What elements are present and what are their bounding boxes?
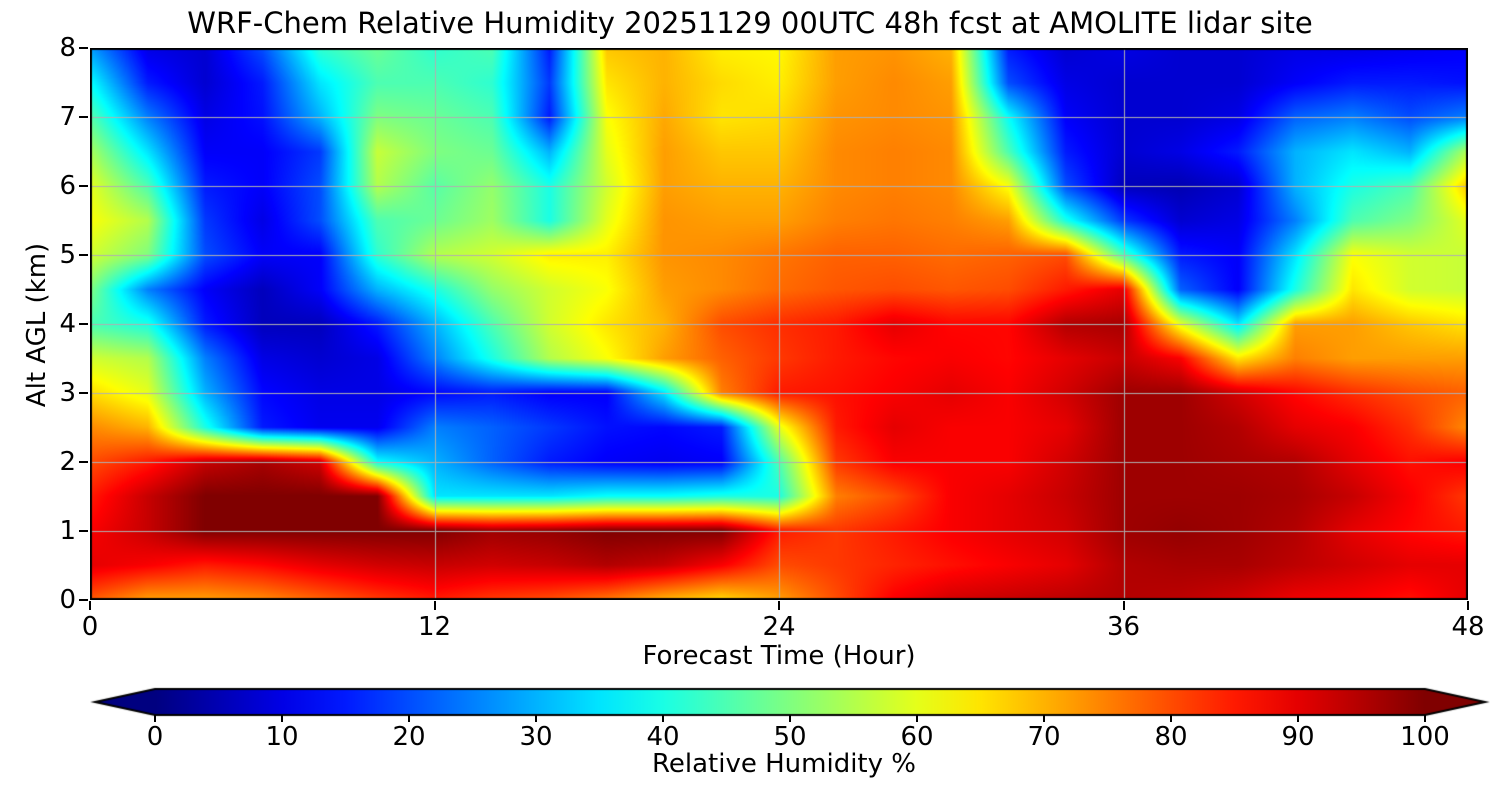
colorbar-tick-label: 70 xyxy=(1027,722,1061,752)
x-tick-mark xyxy=(433,601,436,610)
x-tick-label: 0 xyxy=(81,612,99,642)
x-tick-label: 12 xyxy=(417,612,452,642)
colorbar-tick-label: 40 xyxy=(646,722,680,752)
colorbar-tick-label: 10 xyxy=(265,722,299,752)
colorbar-tick-mark xyxy=(154,715,156,722)
colorbar-tick-label: 0 xyxy=(146,722,164,752)
y-tick-label: 2 xyxy=(59,447,76,477)
colorbar-tick-mark xyxy=(1297,715,1299,722)
y-tick-label: 5 xyxy=(59,240,76,270)
y-tick-mark xyxy=(79,254,88,256)
x-tick-label: 24 xyxy=(762,612,796,642)
colorbar-tick-label: 50 xyxy=(773,722,807,752)
colorbar-tick-mark xyxy=(1170,715,1172,722)
colorbar-tick-mark xyxy=(408,715,410,722)
colorbar-tick-mark xyxy=(1043,715,1045,722)
colorbar-tick-label: 30 xyxy=(519,722,553,752)
colorbar-tick-mark xyxy=(535,715,537,722)
colorbar-tick-mark xyxy=(1424,715,1426,722)
y-tick-label: 1 xyxy=(59,516,76,546)
y-tick-label: 0 xyxy=(59,585,76,615)
colorbar-tick-mark xyxy=(916,715,918,722)
y-tick-mark xyxy=(79,461,88,463)
x-tick-label: 48 xyxy=(1451,612,1485,642)
y-tick-label: 6 xyxy=(59,171,76,201)
colorbar-tick-label: 20 xyxy=(392,722,426,752)
y-tick-mark xyxy=(79,116,88,118)
x-tick-mark xyxy=(89,601,91,610)
y-tick-label: 8 xyxy=(59,33,76,63)
y-tick-mark xyxy=(79,530,88,532)
y-tick-mark xyxy=(79,47,88,49)
colorbar-tick-mark xyxy=(662,715,664,722)
colorbar-tick-label: 90 xyxy=(1281,722,1315,752)
y-tick-mark xyxy=(79,599,88,601)
x-tick-label: 36 xyxy=(1106,612,1141,642)
y-tick-mark xyxy=(79,323,88,325)
colorbar-tick-label: 100 xyxy=(1400,722,1450,752)
y-tick-label: 4 xyxy=(59,309,76,339)
y-tick-mark xyxy=(79,392,88,394)
y-tick-label: 7 xyxy=(59,102,76,132)
colorbar-canvas xyxy=(90,687,1490,717)
x-axis-label: Forecast Time (Hour) xyxy=(642,641,916,671)
colorbar-tick-label: 60 xyxy=(900,722,934,752)
colorbar-tick-mark xyxy=(789,715,791,722)
colorbar-label: Relative Humidity % xyxy=(652,749,916,779)
y-tick-mark xyxy=(79,185,88,187)
colorbar-tick-label: 80 xyxy=(1154,722,1188,752)
x-tick-mark xyxy=(778,601,780,610)
x-tick-mark xyxy=(1467,601,1469,610)
y-tick-label: 3 xyxy=(59,378,76,408)
colorbar-tick-mark xyxy=(281,715,283,722)
rh-heatmap-canvas xyxy=(90,48,1468,600)
x-tick-mark xyxy=(1122,601,1125,610)
plot-title: WRF-Chem Relative Humidity 20251129 00UT… xyxy=(187,6,1313,40)
